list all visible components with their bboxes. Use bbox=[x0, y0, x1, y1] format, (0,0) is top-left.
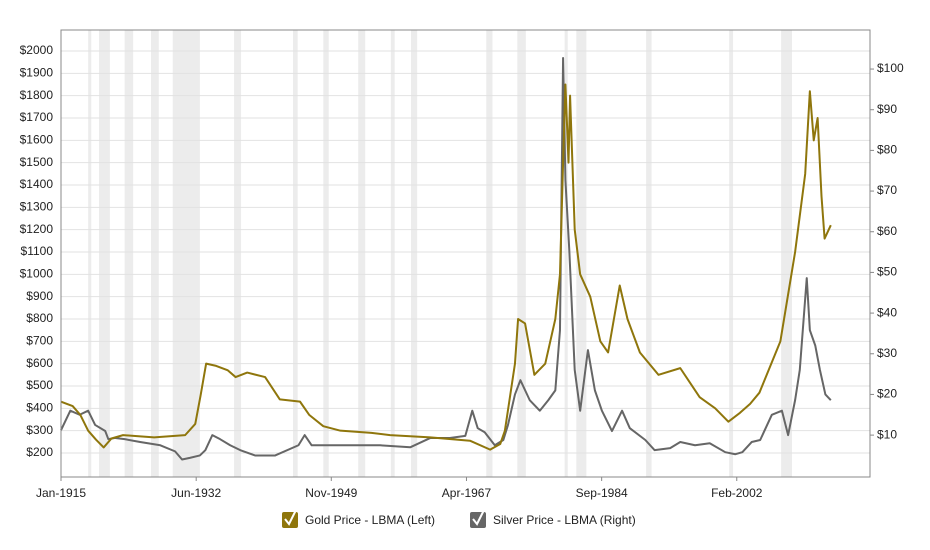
y2-tick-label: $20 bbox=[877, 387, 897, 401]
y-tick-label: $1100 bbox=[21, 244, 54, 258]
x-tick-label: Jan-1915 bbox=[36, 486, 86, 500]
y-tick-label: $700 bbox=[26, 333, 53, 347]
x-tick-label: Feb-2002 bbox=[711, 486, 763, 500]
shaded-period bbox=[293, 30, 298, 477]
shaded-period bbox=[234, 30, 242, 477]
y-tick-label: $200 bbox=[26, 445, 53, 459]
y-tick-label: $300 bbox=[26, 423, 53, 437]
shaded-period bbox=[323, 30, 329, 477]
y2-tick-label: $70 bbox=[877, 183, 897, 197]
y-tick-label: $1000 bbox=[20, 266, 54, 280]
y2-tick-label: $80 bbox=[877, 143, 897, 157]
shaded-period bbox=[88, 30, 92, 477]
shaded-period bbox=[781, 30, 793, 477]
x-tick-label: Jun-1932 bbox=[171, 486, 221, 500]
shaded-period bbox=[99, 30, 110, 477]
legend-label[interactable]: Gold Price - LBMA (Left) bbox=[305, 513, 435, 527]
y-tick-label: $500 bbox=[26, 378, 53, 392]
y-tick-label: $1200 bbox=[20, 222, 54, 236]
y-tick-label: $1800 bbox=[20, 88, 54, 102]
shaded-period bbox=[486, 30, 493, 477]
shaded-periods bbox=[88, 30, 793, 477]
legend-check bbox=[284, 509, 297, 526]
shaded-period bbox=[729, 30, 734, 477]
y2-tick-label: $90 bbox=[877, 102, 897, 116]
y-tick-label: $900 bbox=[26, 289, 53, 303]
y2-tick-label: $60 bbox=[877, 224, 897, 238]
legend: Gold Price - LBMA (Left) Silver Price - L… bbox=[282, 509, 636, 528]
y2-tick-label: $30 bbox=[877, 346, 897, 360]
shaded-period bbox=[124, 30, 134, 477]
grid bbox=[60, 50, 874, 481]
x-tick-label: Sep-1984 bbox=[576, 486, 628, 500]
y2-tick-label: $10 bbox=[877, 427, 897, 441]
shaded-period bbox=[390, 30, 395, 477]
shaded-period bbox=[564, 30, 568, 477]
shaded-period bbox=[358, 30, 366, 477]
series-line bbox=[60, 57, 832, 461]
y-tick-label: $1900 bbox=[20, 65, 54, 79]
legend-item[interactable]: Gold Price - LBMA (Left) bbox=[282, 509, 435, 528]
y2-tick-label: $50 bbox=[877, 265, 897, 279]
shaded-period bbox=[517, 30, 526, 477]
y-tick-label: $1500 bbox=[20, 155, 54, 169]
y-tick-label: $2000 bbox=[20, 43, 54, 57]
y2-tick-label: $100 bbox=[877, 61, 904, 75]
y-tick-label: $800 bbox=[26, 311, 53, 325]
series-line bbox=[60, 83, 832, 451]
y-tick-label: $1400 bbox=[20, 177, 54, 191]
shaded-period bbox=[172, 30, 200, 477]
y-tick-label: $600 bbox=[26, 356, 53, 370]
y-tick-label: $1700 bbox=[20, 110, 54, 124]
legend-label[interactable]: Silver Price - LBMA (Right) bbox=[493, 513, 636, 527]
y2-tick-label: $40 bbox=[877, 305, 897, 319]
legend-check bbox=[472, 509, 485, 526]
x-tick-label: Apr-1967 bbox=[442, 486, 492, 500]
plot-border bbox=[60, 29, 871, 478]
labels: $200 $300 $400 $500 $600 $700 $800 $900 $1000 $11… bbox=[20, 43, 904, 500]
shaded-period bbox=[646, 30, 652, 477]
y-tick-label: $400 bbox=[26, 400, 53, 414]
x-tick-label: Nov-1949 bbox=[305, 486, 357, 500]
y-tick-label: $1300 bbox=[20, 199, 54, 213]
legend-item[interactable]: Silver Price - LBMA (Right) bbox=[470, 509, 636, 528]
shaded-period bbox=[576, 30, 587, 477]
shaded-period bbox=[151, 30, 159, 477]
shaded-period bbox=[410, 30, 418, 477]
y-tick-label: $1600 bbox=[20, 132, 54, 146]
lines bbox=[60, 57, 832, 461]
